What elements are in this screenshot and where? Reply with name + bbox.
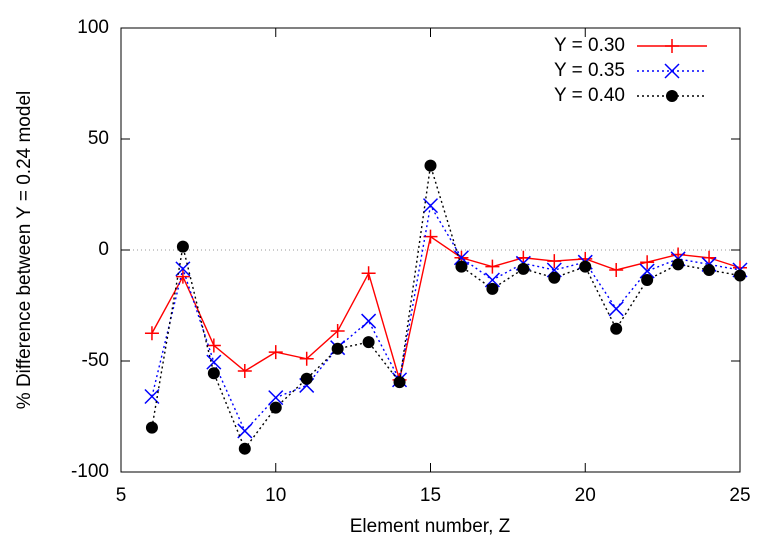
marker: [145, 421, 158, 434]
series-line: [151, 165, 741, 451]
marker: [455, 260, 468, 273]
marker: [330, 324, 345, 339]
marker: [207, 367, 220, 380]
marker: [517, 262, 530, 275]
marker: [422, 198, 439, 214]
x-tick-label: 5: [116, 485, 127, 506]
x-tick-label: 15: [420, 485, 441, 506]
marker: [423, 229, 438, 244]
marker: [484, 272, 500, 288]
marker: [237, 363, 252, 378]
marker: [609, 262, 624, 277]
marker: [485, 259, 500, 274]
plot-frame: [120, 27, 741, 473]
marker: [331, 342, 344, 355]
marker: [702, 250, 717, 265]
y-tick-label: 100: [77, 17, 109, 38]
marker: [300, 372, 313, 385]
x-tick-label: 20: [575, 485, 596, 506]
marker: [361, 266, 376, 281]
marker: [206, 338, 221, 353]
marker: [268, 345, 283, 360]
y-tick-label: -50: [82, 350, 109, 371]
marker: [361, 313, 377, 329]
marker: [238, 442, 251, 455]
marker: [641, 273, 654, 286]
legend-marker: [665, 39, 679, 53]
x-axis-label: Element number, Z: [350, 516, 511, 537]
marker: [703, 263, 716, 276]
marker: [610, 322, 623, 335]
marker: [640, 255, 655, 270]
legend-label: Y = 0.40: [554, 85, 625, 106]
marker: [734, 269, 746, 282]
legend-marker: [664, 63, 680, 79]
marker: [547, 254, 562, 269]
marker: [579, 260, 592, 273]
marker: [608, 301, 624, 317]
series-line: [151, 235, 741, 381]
x-tick-label: 25: [729, 485, 750, 506]
legend-label: Y = 0.35: [554, 60, 625, 81]
marker: [269, 401, 282, 414]
y-axis-label: % Difference between Y = 0.24 model: [14, 91, 35, 409]
y-tick-label: 0: [98, 239, 109, 260]
marker: [268, 390, 284, 406]
marker: [672, 258, 685, 271]
marker: [639, 263, 655, 279]
marker: [206, 354, 222, 370]
marker: [144, 326, 159, 341]
marker: [362, 336, 375, 349]
marker: [299, 351, 314, 366]
marker: [486, 282, 499, 295]
marker: [548, 271, 561, 284]
marker: [424, 159, 437, 172]
x-tick-label: 10: [265, 485, 286, 506]
marker: [453, 250, 469, 266]
marker: [175, 269, 190, 284]
series-line: [151, 203, 741, 433]
y-tick-label: -100: [71, 461, 109, 482]
y-tick-label: 50: [88, 128, 109, 149]
legend-marker: [666, 90, 678, 102]
marker: [393, 376, 406, 389]
marker: [176, 240, 189, 253]
legend-label: Y = 0.30: [554, 35, 625, 56]
